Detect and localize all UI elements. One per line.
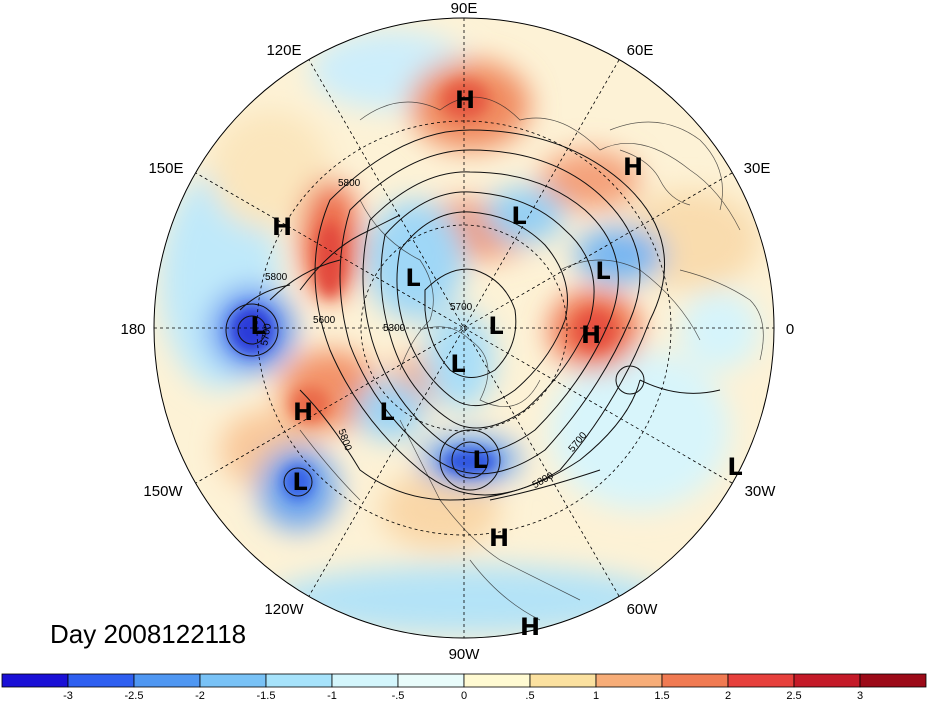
colorbar-cell [661, 673, 729, 688]
anomaly-field [154, 18, 774, 638]
contour-label: 5700 [450, 302, 473, 313]
colorbar-tick-label: -.5 [392, 690, 405, 702]
colorbar-tick-label: 1 [593, 690, 599, 702]
colorbar-cell [397, 673, 465, 688]
height-contours [225, 129, 721, 501]
colorbar-cell [265, 673, 333, 688]
lon-label-120w: 120W [264, 601, 304, 618]
low-center: L [292, 468, 307, 496]
lon-label-180: 180 [120, 321, 145, 338]
polar-map: 90E 60E 30E 0 30W 60W 90W 120W 150W 180 … [120, 0, 794, 663]
colorbar-cell [331, 673, 399, 688]
high-center: H [272, 213, 292, 241]
longitude-labels: 90E 60E 30E 0 30W 60W 90W 120W 150W 180 … [120, 0, 794, 663]
colorbar: -3 -2.5 -2 -1.5 -1 -.5 0 .5 1 1.5 2 2.5 3 [1, 673, 927, 702]
lon-label-30w: 30W [745, 483, 777, 500]
low-center: L [472, 446, 487, 474]
colorbar-tick-label: 2.5 [786, 690, 801, 702]
high-center: H [293, 398, 313, 426]
low-center: L [450, 350, 465, 378]
high-center: H [520, 613, 540, 641]
low-center: L [727, 453, 742, 481]
low-center: L [405, 264, 420, 292]
colorbar-tick-label: .5 [525, 690, 534, 702]
colorbar-tick-label: 2 [725, 690, 731, 702]
colorbar-tick-label: 0 [461, 690, 467, 702]
colorbar-cells [1, 673, 927, 688]
lon-label-90w: 90W [449, 646, 481, 663]
contour-label: 5800 [265, 272, 288, 283]
lon-label-120e: 120E [266, 42, 301, 59]
colorbar-cell [133, 673, 201, 688]
colorbar-cell [595, 673, 663, 688]
low-center: L [511, 202, 526, 230]
contour-label: 5700 [259, 322, 274, 346]
colorbar-ticks: -3 -2.5 -2 -1.5 -1 -.5 0 .5 1 1.5 2 2.5 3 [63, 690, 863, 702]
plot-title: Day 2008122118 [50, 619, 247, 649]
high-center: H [581, 321, 601, 349]
colorbar-cell [1, 673, 69, 688]
colorbar-tick-label: 1.5 [654, 690, 669, 702]
high-center: H [455, 86, 475, 114]
contour-label: 5300 [383, 323, 406, 334]
colorbar-cell [67, 673, 135, 688]
colorbar-cell [463, 673, 531, 688]
colorbar-cell [529, 673, 597, 688]
colorbar-cell [199, 673, 267, 688]
low-center: L [488, 312, 503, 340]
lon-label-150e: 150E [148, 160, 183, 177]
lon-label-0: 0 [786, 321, 794, 338]
colorbar-tick-label: -2 [195, 690, 205, 702]
contour-label: 5800 [338, 178, 361, 189]
low-center: L [595, 257, 610, 285]
lon-label-30e: 30E [744, 160, 771, 177]
colorbar-tick-label: -3 [63, 690, 73, 702]
lon-label-60e: 60E [627, 42, 654, 59]
lon-label-60w: 60W [627, 601, 659, 618]
low-center: L [250, 312, 265, 340]
low-center: L [379, 398, 394, 426]
contour-label: 5600 [313, 315, 336, 326]
colorbar-tick-label: -1 [327, 690, 337, 702]
lon-label-150w: 150W [143, 483, 183, 500]
high-center: H [489, 524, 509, 552]
colorbar-cell [859, 673, 927, 688]
high-center: H [623, 153, 643, 181]
lon-label-90e: 90E [451, 0, 478, 17]
graticule [153, 17, 775, 639]
colorbar-tick-label: -1.5 [257, 690, 276, 702]
colorbar-tick-label: -2.5 [125, 690, 144, 702]
colorbar-cell [793, 673, 861, 688]
colorbar-cell [727, 673, 795, 688]
pressure-centers: H H H H H H H L L L L L L L L L L [250, 86, 742, 641]
colorbar-tick-label: 3 [857, 690, 863, 702]
